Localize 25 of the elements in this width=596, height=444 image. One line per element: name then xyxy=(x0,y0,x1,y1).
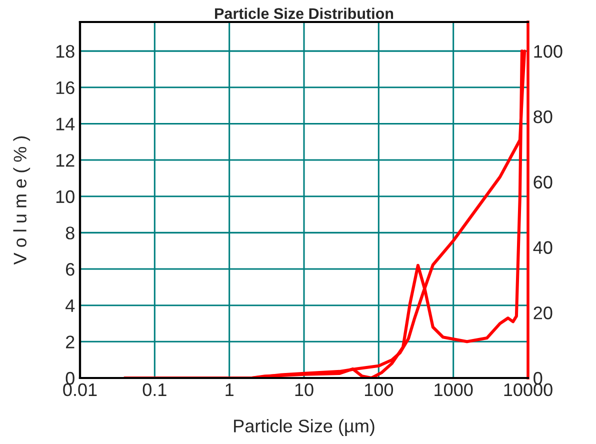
x-tick-label: 100 xyxy=(364,383,394,396)
x-tick-label: 0.01 xyxy=(63,383,97,396)
y2-tick-label: 40 xyxy=(533,241,552,254)
y-tick-label: 14 xyxy=(56,118,75,130)
y-tick-label: 12 xyxy=(56,154,74,167)
y2-tick-label: 60 xyxy=(534,176,552,189)
y2-tick-label: 20 xyxy=(534,306,552,320)
x-tick-label: 1000 xyxy=(434,383,473,396)
x-tick-label: 10000 xyxy=(504,383,552,396)
y-tick-label: 18 xyxy=(56,44,74,58)
y2-tick-label: 80 xyxy=(534,110,552,124)
y-tick-label: 16 xyxy=(56,81,74,94)
x-tick-label: 1 xyxy=(226,384,234,396)
x-tick-label: 10 xyxy=(295,383,314,396)
y-tick-label: 4 xyxy=(66,299,75,312)
y-tick-label: 8 xyxy=(66,226,74,240)
y-tick-label: 2 xyxy=(66,336,74,348)
chart-title: Particle Size Distribution xyxy=(215,8,394,19)
y-tick-label: 6 xyxy=(66,262,74,276)
x-axis-title: Particle Size (µm) xyxy=(234,419,374,436)
y-tick-label: 10 xyxy=(56,190,74,204)
y-axis-title: V o l u m e ( % ) xyxy=(13,136,30,265)
x-tick-label: 0.1 xyxy=(142,383,166,396)
y-tick-label: 0 xyxy=(66,372,74,385)
y2-tick-label: 100 xyxy=(534,45,562,58)
